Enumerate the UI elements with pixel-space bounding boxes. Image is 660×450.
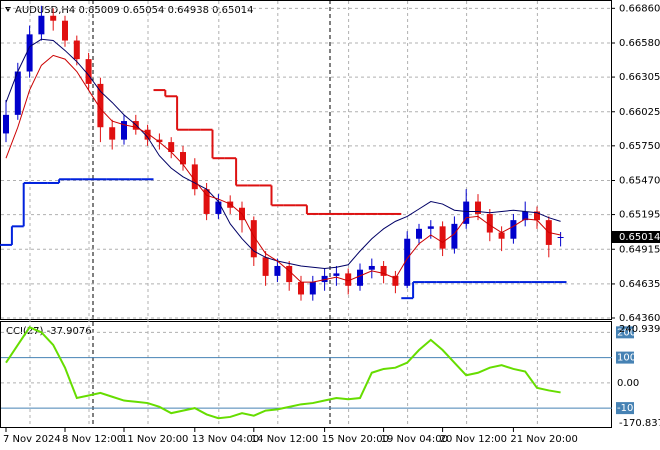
candle-body <box>333 273 340 276</box>
candle-body <box>156 139 163 143</box>
candle-body <box>180 152 186 165</box>
candle-body <box>121 121 127 140</box>
candle-body <box>215 201 222 214</box>
cci-tick-label: 100 <box>617 353 636 364</box>
candle-body <box>427 226 434 229</box>
level-tag <box>616 351 634 364</box>
candle-body <box>14 71 21 115</box>
x-tick-label: 14 Nov 12:00 <box>251 434 318 445</box>
candle-body <box>3 114 9 134</box>
candle-body <box>416 228 422 239</box>
y-tick-label: 0.66305 <box>619 72 660 83</box>
x-tick-label: 19 Nov 04:00 <box>381 434 448 445</box>
cci-tick-label: -100 <box>617 403 640 414</box>
candle-body <box>73 40 80 60</box>
candle-body <box>262 257 269 276</box>
y-tick-label: 0.64635 <box>619 279 660 290</box>
cci-tick-label: 200 <box>617 327 636 338</box>
candle-body <box>50 15 57 21</box>
candle-body <box>250 220 257 258</box>
y-tick-label: 0.66025 <box>619 107 660 118</box>
x-tick-label: 15 Nov 20:00 <box>322 434 389 445</box>
candle-body <box>522 211 529 221</box>
candle-body <box>38 15 45 35</box>
candle-body <box>486 213 493 233</box>
cci-line <box>5 326 561 420</box>
cci-tick-label: 0.00 <box>617 378 639 389</box>
candle-body <box>345 273 352 286</box>
y-tick-label: 0.64360 <box>619 313 660 324</box>
candle-body <box>286 265 293 283</box>
candle-body <box>309 282 316 295</box>
candle-body <box>109 127 116 140</box>
level-tag <box>616 402 634 415</box>
cci-max-label: 240.9392 <box>619 324 660 335</box>
candle-body <box>534 211 540 221</box>
x-tick-label: 21 Nov 20:00 <box>510 434 577 445</box>
candle-body <box>97 83 104 128</box>
x-tick-label: 13 Nov 04:00 <box>192 434 259 445</box>
cci-min-label: -170.8371 <box>619 418 660 429</box>
candle-body <box>451 223 458 249</box>
candle-body <box>463 201 470 224</box>
cci-header: CCI(27) -37.9076 <box>6 326 92 337</box>
y-tick-label: 0.64915 <box>619 244 660 255</box>
candle-body <box>392 275 399 286</box>
level-tag <box>616 326 634 339</box>
candle-body <box>203 189 210 214</box>
moving-average <box>5 38 561 269</box>
candle-body <box>274 265 281 276</box>
candle-body <box>26 34 33 72</box>
candle-body <box>144 129 151 140</box>
y-tick-label: 0.66860 <box>619 3 660 14</box>
cci-frame <box>0 321 612 428</box>
candle-body <box>475 201 481 214</box>
menu-arrow[interactable] <box>5 7 11 12</box>
candle-body <box>168 142 175 153</box>
candle-body <box>368 265 375 270</box>
candle-body <box>510 220 517 239</box>
price-tag-label: 0.65014 <box>619 232 660 243</box>
candle-body <box>191 164 198 190</box>
candle-body <box>62 20 68 41</box>
x-tick-label: 7 Nov 2024 <box>3 434 61 445</box>
candle-body <box>85 59 92 84</box>
header: AUDUSD,H4 0.65009 0.65054 0.64938 0.6501… <box>15 5 253 16</box>
x-tick-label: 20 Nov 12:00 <box>440 434 507 445</box>
candle-body <box>557 236 564 238</box>
candle-body <box>404 238 411 286</box>
candle-body <box>321 275 328 283</box>
moving-average <box>5 54 561 283</box>
candle-body <box>498 232 505 239</box>
x-tick-label: 11 Nov 20:00 <box>121 434 188 445</box>
y-tick-label: 0.66580 <box>619 38 660 49</box>
candle-body <box>439 226 446 249</box>
candle-body <box>357 269 363 286</box>
main-frame <box>0 0 612 320</box>
candle-body <box>380 265 387 276</box>
y-tick-label: 0.65470 <box>619 176 660 187</box>
y-tick-label: 0.65195 <box>619 210 660 221</box>
price-tag <box>612 230 660 243</box>
candle-body <box>298 282 304 295</box>
y-tick-label: 0.65750 <box>619 141 660 152</box>
x-tick-label: 8 Nov 12:00 <box>62 434 123 445</box>
